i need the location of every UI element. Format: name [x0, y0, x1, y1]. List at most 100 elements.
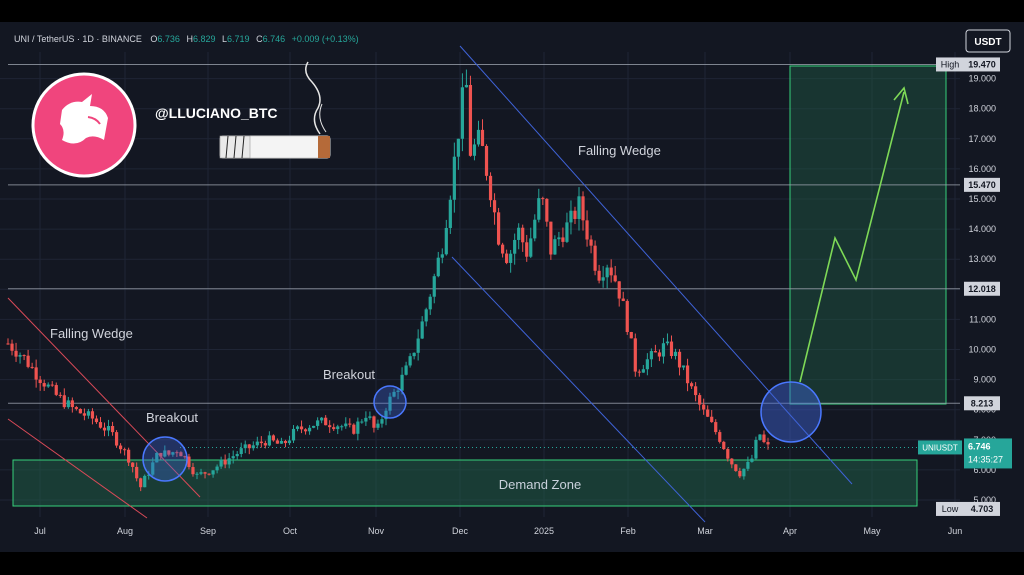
svg-text:UNI / TetherUS · 1D · BINANCE: UNI / TetherUS · 1D · BINANCE O6.736 H6.…: [14, 34, 359, 44]
candle-body: [279, 440, 284, 444]
candle-body: [267, 435, 271, 446]
candle-body: [118, 445, 123, 450]
candle-body: [565, 222, 569, 242]
candle-body: [738, 470, 742, 477]
candle-body: [460, 87, 464, 139]
candle-body: [42, 383, 46, 387]
price-tick-label: 5.000: [973, 495, 996, 505]
candle-body: [143, 475, 147, 488]
close-label: C: [256, 34, 263, 44]
candle-body: [74, 407, 78, 409]
falling-wedge-lines: [7, 45, 853, 523]
candle-body: [348, 423, 352, 425]
candle-body: [376, 423, 380, 428]
time-axis[interactable]: Jul Aug Sep Oct Nov Dec 2025 Feb Mar Apr May Jun: [34, 526, 962, 536]
candle-body: [135, 466, 139, 479]
candle-body: [380, 419, 384, 424]
candle-body: [259, 441, 263, 444]
candle-body: [706, 409, 710, 417]
time-tick-label: Mar: [697, 526, 713, 536]
candle-body: [94, 418, 99, 423]
candle-body: [577, 196, 581, 219]
candle-body: [114, 432, 119, 446]
candle-body: [746, 461, 750, 469]
candle-body: [525, 242, 529, 257]
low-label: L: [222, 34, 227, 44]
candle-body: [669, 341, 674, 357]
candle-body: [243, 444, 247, 449]
candle-body: [263, 443, 267, 446]
candle-body: [424, 309, 428, 322]
candle-body: [549, 221, 553, 255]
candle-body: [501, 244, 505, 254]
candle-body: [633, 338, 637, 372]
candle-body: [629, 332, 633, 339]
level-price-tag: 8.213: [971, 398, 994, 408]
high-value: 6.829: [193, 34, 216, 44]
candle-body: [694, 386, 698, 396]
candle-body: [698, 395, 702, 405]
level-price-tag-bg: [964, 396, 1000, 411]
time-tick-label: Apr: [783, 526, 797, 536]
candle-body: [492, 200, 497, 213]
tradingview-chart[interactable]: UNI / TetherUS · 1D · BINANCE O6.736 H6.…: [0, 22, 1024, 552]
candle-body: [513, 239, 517, 254]
candle-body: [271, 435, 275, 441]
countdown-tag: 14:35:27: [968, 454, 1003, 464]
candle-body: [303, 429, 308, 432]
currency-button[interactable]: USDT: [965, 29, 1011, 53]
low-value: 6.719: [227, 34, 250, 44]
candle-body: [82, 413, 87, 416]
level-price-tag: 12.018: [968, 284, 996, 294]
candle-body: [416, 338, 420, 353]
candle-body: [6, 343, 10, 345]
currency-button-label: USDT: [974, 37, 1001, 48]
open-value: 6.736: [157, 34, 180, 44]
candle-body: [34, 367, 38, 380]
price-tags: 19.470 High 15.470 12.018 8.213 4.703 Low 6.746…: [918, 57, 1012, 516]
candle-body: [436, 257, 440, 277]
time-tick-label: Nov: [368, 526, 385, 536]
falling-wedge-label-2: Falling Wedge: [578, 143, 661, 158]
candle-body: [480, 129, 485, 146]
price-tick-label: 11.000: [969, 314, 996, 324]
time-tick-label: 2025: [534, 526, 554, 536]
candle-body: [159, 452, 163, 457]
time-tick-label: Feb: [620, 526, 636, 536]
candle-body: [62, 395, 66, 408]
candle-body: [98, 422, 103, 428]
price-tick-label: 16.000: [968, 164, 996, 174]
breakout-label-2: Breakout: [323, 367, 375, 382]
candle-body: [287, 440, 292, 444]
candle-body: [106, 425, 111, 431]
candle-body: [312, 425, 316, 428]
candle-body: [545, 198, 549, 222]
wedge-lower: [451, 256, 706, 523]
symbol-tag-bg: [918, 440, 962, 455]
candle-body: [726, 449, 730, 459]
high-label: H: [186, 34, 193, 44]
candle-body: [440, 254, 444, 258]
candle-body: [472, 144, 477, 156]
candle-body: [412, 352, 416, 357]
time-tick-label: May: [863, 526, 881, 536]
candle-body: [356, 421, 360, 434]
candle-body: [167, 450, 171, 455]
candle-body: [195, 473, 199, 475]
candle-body: [219, 459, 223, 467]
demand-zone-label: Demand Zone: [499, 477, 581, 492]
candle-body: [609, 267, 613, 276]
candle-body: [529, 238, 533, 257]
candle-body: [336, 426, 340, 430]
candle-body: [637, 371, 641, 373]
time-tick-label: Jul: [34, 526, 46, 536]
candle-body: [613, 275, 617, 282]
candle-body: [239, 448, 243, 455]
candle-body: [295, 426, 300, 429]
candle-body: [754, 439, 758, 459]
price-tick-label: 15.000: [968, 194, 996, 204]
candle-body: [320, 417, 324, 421]
candle-body: [689, 383, 694, 387]
chart-canvas[interactable]: UNI / TetherUS · 1D · BINANCE O6.736 H6.…: [0, 22, 1024, 552]
